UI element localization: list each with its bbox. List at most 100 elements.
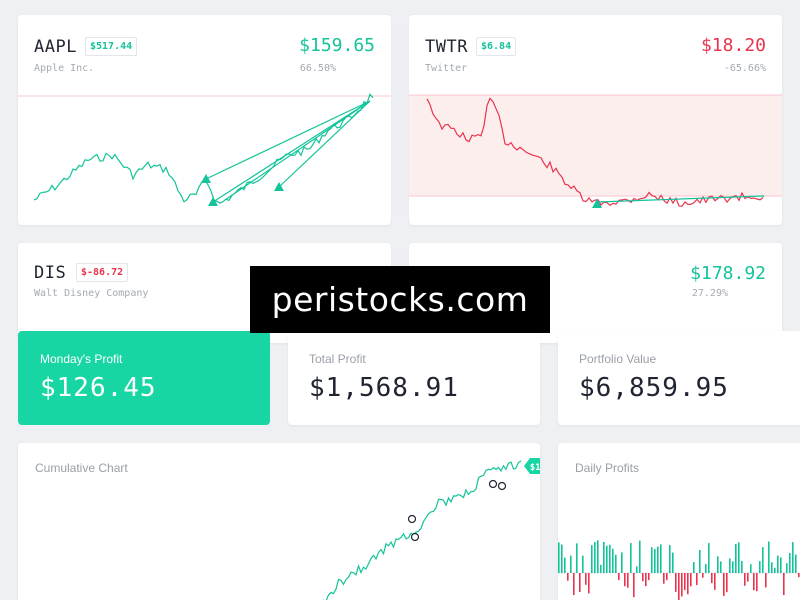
daily-bar: [699, 550, 701, 573]
daily-bar: [636, 566, 638, 573]
trade-marker: [410, 532, 420, 542]
ticker-symbol: DIS: [34, 263, 67, 283]
daily-bar: [663, 573, 665, 584]
daily-bar: [585, 573, 587, 585]
cumulative-line-chart: $1,569: [322, 458, 540, 600]
stock-card-aapl[interactable]: AAPL $517.44 Apple Inc. $159.65 66.50%: [18, 15, 391, 225]
current-price: $159.65: [299, 35, 375, 56]
price-badge: $6.84: [476, 37, 517, 56]
daily-bar: [576, 543, 578, 573]
daily-bar: [780, 557, 782, 573]
daily-bar: [693, 561, 695, 573]
percent-change: 66.50%: [299, 63, 336, 74]
current-price: $178.92: [690, 263, 766, 284]
daily-bar: [729, 558, 731, 573]
daily-bar: [774, 567, 776, 573]
daily-bar: [798, 573, 800, 578]
daily-bar: [612, 548, 614, 573]
daily-bar: [765, 573, 767, 588]
daily-bar: [594, 542, 596, 573]
daily-bar: [573, 573, 575, 596]
daily-bar: [747, 573, 749, 582]
value-tag: $1,569: [524, 458, 540, 474]
stat-value: $6,859.95: [579, 373, 729, 403]
daily-bar: [711, 573, 713, 584]
daily-bar: [657, 546, 659, 573]
buy-marker: [274, 182, 284, 191]
daily-profits-bar-chart: [558, 540, 800, 600]
daily-bar: [744, 573, 746, 586]
buy-marker: [592, 199, 602, 208]
daily-bar: [777, 555, 779, 573]
daily-bar: [672, 552, 674, 573]
daily-bar: [786, 563, 788, 573]
daily-bar: [597, 540, 599, 573]
daily-bar: [732, 561, 734, 573]
daily-bar: [750, 564, 752, 573]
daily-bar: [702, 573, 704, 578]
daily-bar: [687, 573, 689, 595]
daily-bar: [582, 555, 584, 573]
stat-value: $1,568.91: [309, 373, 459, 403]
daily-bar: [558, 542, 560, 573]
daily-bar: [588, 573, 590, 594]
daily-bar: [603, 541, 605, 573]
daily-bar: [648, 573, 650, 581]
daily-bar: [756, 573, 758, 592]
daily-bar: [783, 573, 785, 596]
daily-bar: [654, 548, 656, 573]
price-badge: $517.44: [85, 37, 138, 56]
daily-bar: [681, 573, 683, 597]
daily-bar: [660, 544, 662, 573]
twtr-sparkline: [409, 94, 782, 208]
trade-marker: [497, 481, 507, 491]
trade-marker: [407, 514, 417, 524]
daily-bar: [564, 557, 566, 573]
daily-bar: [690, 573, 692, 587]
monday-profit-card: Monday's Profit $126.45: [18, 331, 270, 425]
daily-bar: [627, 573, 629, 588]
daily-bar: [642, 573, 644, 582]
stock-card-twtr[interactable]: TWTR $6.84 Twitter $18.20 -65.66%: [409, 15, 782, 225]
daily-bar: [759, 561, 761, 573]
daily-bar: [696, 573, 698, 586]
stat-label: Portfolio Value: [579, 352, 657, 366]
daily-bar: [600, 564, 602, 573]
daily-bar: [735, 543, 737, 573]
stat-value: $126.45: [40, 373, 157, 403]
company-name: Apple Inc.: [34, 63, 95, 74]
daily-bar: [633, 573, 635, 598]
daily-bar: [708, 543, 710, 573]
company-name: Walt Disney Company: [34, 288, 149, 299]
buy-marker: [201, 174, 211, 183]
daily-bar: [762, 547, 764, 573]
daily-bar: [621, 552, 623, 573]
buy-marker: [208, 197, 218, 206]
daily-bar: [570, 555, 572, 573]
ticker-symbol: AAPL: [34, 37, 77, 57]
daily-bar: [741, 560, 743, 573]
daily-bar: [669, 545, 671, 573]
daily-bar: [624, 573, 626, 587]
daily-bar: [714, 573, 716, 590]
daily-bar: [717, 556, 719, 573]
total-profit-card: Total Profit $1,568.91: [288, 331, 540, 425]
daily-bar: [567, 573, 569, 581]
daily-bar: [615, 554, 617, 573]
trade-marker: [488, 479, 498, 489]
daily-bar: [579, 573, 581, 593]
price-badge: $-86.72: [76, 263, 129, 282]
daily-bar: [792, 542, 794, 573]
daily-bar: [561, 544, 563, 573]
current-price: $18.20: [700, 35, 766, 56]
ticker-symbol: TWTR: [425, 37, 468, 57]
daily-bar: [720, 561, 722, 573]
daily-bar: [684, 573, 686, 591]
daily-bar: [795, 554, 797, 573]
cumulative-chart-panel: Cumulative Chart $1,569: [18, 443, 540, 600]
daily-bar: [738, 542, 740, 573]
daily-bar: [789, 553, 791, 573]
svg-text:$1,569: $1,569: [530, 463, 540, 473]
daily-bar: [591, 545, 593, 573]
daily-bar: [705, 564, 707, 573]
